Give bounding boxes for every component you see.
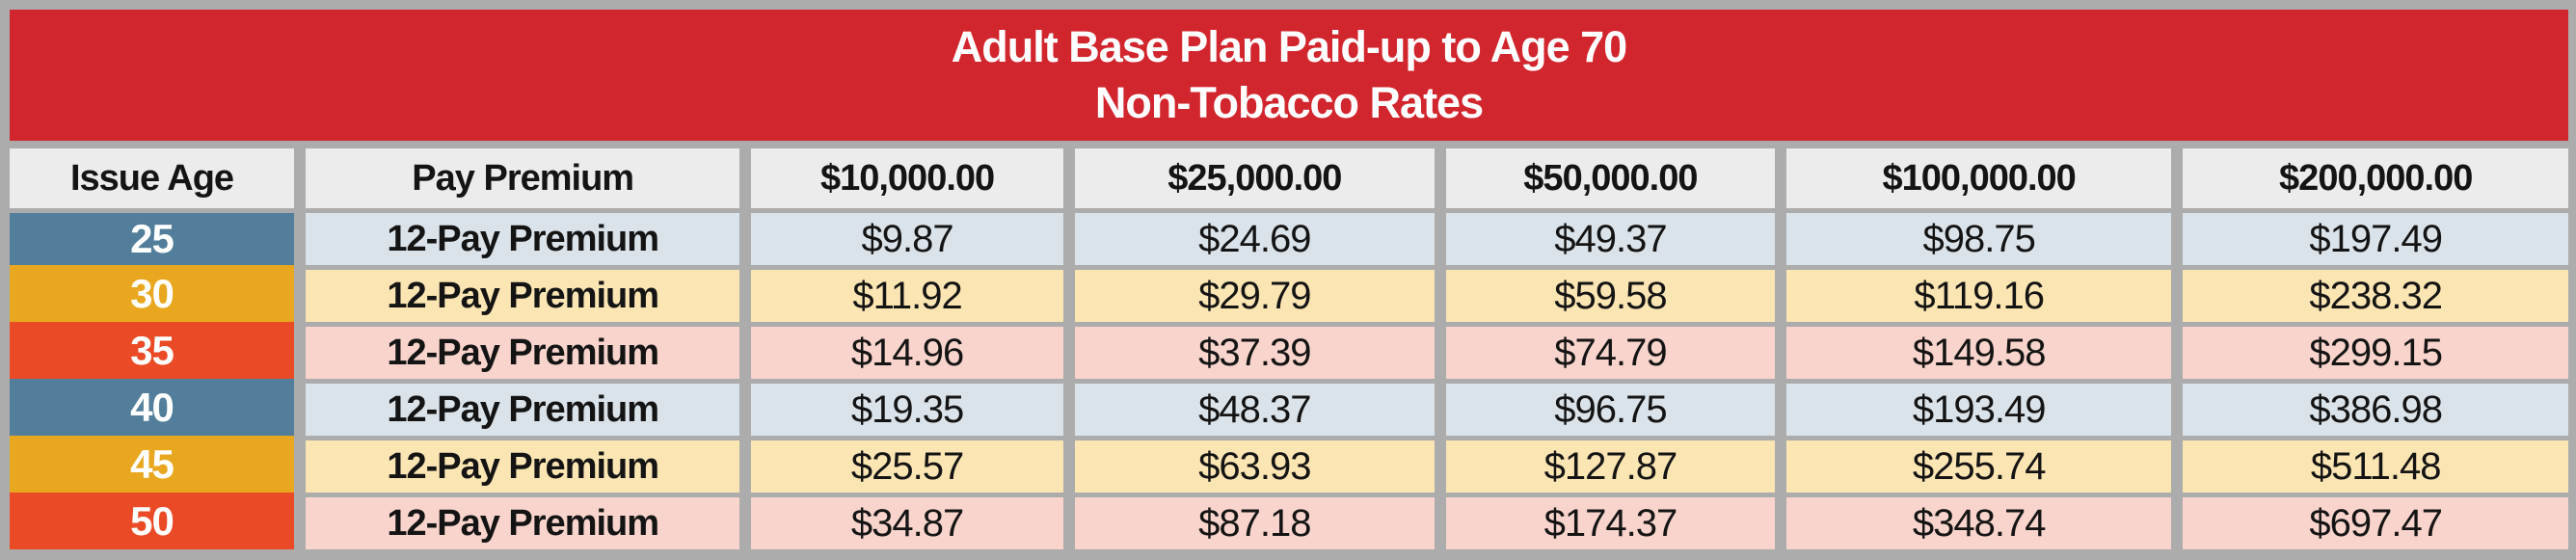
premium-value-cell: $25.57	[751, 436, 1063, 493]
premium-value-cell: $193.49	[1785, 379, 2172, 436]
premium-value-cell: $238.32	[2183, 265, 2568, 322]
premium-value-cell: $37.39	[1074, 322, 1435, 379]
column-header: $50,000.00	[1445, 148, 1775, 208]
premium-value-cell: $14.96	[751, 322, 1063, 379]
premium-value-cell: $59.58	[1445, 265, 1775, 322]
column-header: $10,000.00	[751, 148, 1063, 208]
column-header: $100,000.00	[1785, 148, 2172, 208]
premium-value-cell: $697.47	[2183, 493, 2568, 549]
premium-value-cell: $29.79	[1074, 265, 1435, 322]
premium-value-cell: $87.18	[1074, 493, 1435, 549]
premium-value-cell: $98.75	[1785, 208, 2172, 265]
column-header: $200,000.00	[2183, 148, 2568, 208]
premium-value-cell: $149.58	[1785, 322, 2172, 379]
column-header: Issue Age	[10, 148, 295, 208]
premium-value-cell: $24.69	[1074, 208, 1435, 265]
pay-premium-cell: 12-Pay Premium	[306, 208, 740, 265]
issue-age-cell: 30	[10, 265, 295, 322]
premium-value-cell: $19.35	[751, 379, 1063, 436]
issue-age-cell: 35	[10, 322, 295, 379]
premium-value-cell: $49.37	[1445, 208, 1775, 265]
issue-age-cell: 50	[10, 493, 295, 549]
pay-premium-cell: 12-Pay Premium	[306, 322, 740, 379]
table-title-band: Adult Base Plan Paid-up to Age 70 Non-To…	[10, 10, 2568, 141]
premium-value-cell: $34.87	[751, 493, 1063, 549]
premium-value-cell: $299.15	[2183, 322, 2568, 379]
premium-value-cell: $174.37	[1445, 493, 1775, 549]
table-title-line1: Adult Base Plan Paid-up to Age 70	[951, 22, 1627, 71]
column-header: $25,000.00	[1074, 148, 1435, 208]
premium-value-cell: $63.93	[1074, 436, 1435, 493]
premium-value-cell: $348.74	[1785, 493, 2172, 549]
premium-value-cell: $197.49	[2183, 208, 2568, 265]
issue-age-cell: 25	[10, 208, 295, 265]
premium-value-cell: $11.92	[751, 265, 1063, 322]
premium-value-cell: $255.74	[1785, 436, 2172, 493]
premium-value-cell: $9.87	[751, 208, 1063, 265]
premium-value-cell: $386.98	[2183, 379, 2568, 436]
issue-age-cell: 40	[10, 379, 295, 436]
premium-value-cell: $48.37	[1074, 379, 1435, 436]
pay-premium-cell: 12-Pay Premium	[306, 436, 740, 493]
premium-value-cell: $127.87	[1445, 436, 1775, 493]
premium-value-cell: $119.16	[1785, 265, 2172, 322]
column-header: Pay Premium	[306, 148, 740, 208]
pay-premium-cell: 12-Pay Premium	[306, 265, 740, 322]
premium-value-cell: $74.79	[1445, 322, 1775, 379]
premium-value-cell: $96.75	[1445, 379, 1775, 436]
pay-premium-cell: 12-Pay Premium	[306, 493, 740, 549]
rate-grid: Issue Age Pay Premium $10,000.00 $25,000.00…	[10, 148, 2568, 549]
issue-age-cell: 45	[10, 436, 295, 493]
premium-value-cell: $511.48	[2183, 436, 2568, 493]
pay-premium-cell: 12-Pay Premium	[306, 379, 740, 436]
table-title-line2: Non-Tobacco Rates	[1094, 78, 1484, 127]
